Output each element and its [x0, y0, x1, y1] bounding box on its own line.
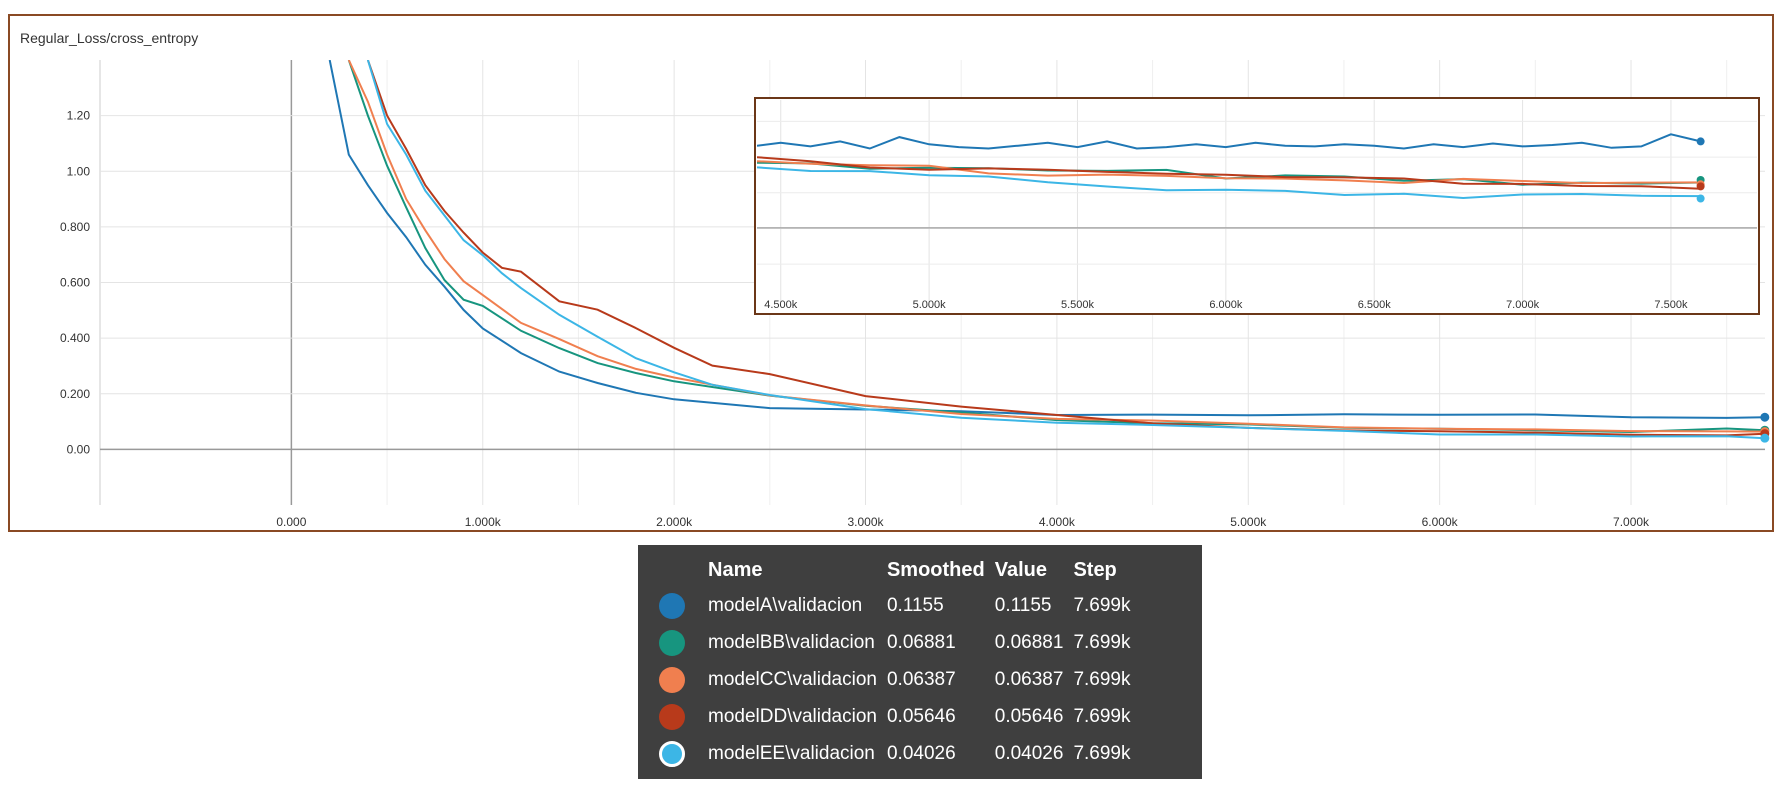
x-tick-label: 5.000k	[1230, 515, 1267, 529]
legend-row-value: 0.06881	[995, 624, 1074, 661]
legend-table: Name Smoothed Value Step modelA\validaci…	[638, 545, 1202, 779]
inset-x-tick-label: 4.500k	[764, 299, 798, 311]
legend-row-name: modelEE\validacion	[708, 735, 887, 772]
legend-body: modelA\validacion 0.1155 0.1155 7.699k m…	[646, 587, 1140, 772]
y-tick-label: 0.600	[60, 276, 90, 290]
inset-x-tick-label: 5.000k	[913, 299, 947, 311]
y-tick-label: 0.00	[67, 442, 91, 456]
x-tick-label: 6.000k	[1422, 515, 1459, 529]
legend-header-row: Name Smoothed Value Step	[646, 553, 1140, 587]
legend-row-name: modelBB\validacion	[708, 624, 887, 661]
inset-x-tick-label: 7.000k	[1506, 299, 1540, 311]
legend-row-step: 7.699k	[1073, 661, 1140, 698]
legend-row-name: modelA\validacion	[708, 587, 887, 624]
legend-row-smoothed: 0.05646	[887, 698, 995, 735]
legend-row-value: 0.06387	[995, 661, 1074, 698]
series-end-point	[1760, 434, 1769, 443]
inset-series-end-point	[1697, 195, 1705, 203]
legend-row[interactable]: modelA\validacion 0.1155 0.1155 7.699k	[646, 587, 1140, 624]
legend-header-step: Step	[1073, 553, 1140, 587]
legend-header-dot	[646, 553, 708, 587]
legend-header-name: Name	[708, 553, 887, 587]
x-tick-label: 2.000k	[656, 515, 693, 529]
legend-row[interactable]: modelCC\validacion 0.06387 0.06387 7.699…	[646, 661, 1140, 698]
chart-svg: 0.000 1.000k 2.000k 3.000k 4.000k 5.000k 6.000…	[0, 0, 1784, 540]
legend-row-smoothed: 0.06387	[887, 661, 995, 698]
x-tick-label: 3.000k	[848, 515, 885, 529]
legend-row-step: 7.699k	[1073, 735, 1140, 772]
legend-header-value: Value	[995, 553, 1074, 587]
series-dot-icon	[659, 593, 685, 619]
series-dot-icon	[659, 630, 685, 656]
legend-row[interactable]: modelBB\validacion 0.06881 0.06881 7.699…	[646, 624, 1140, 661]
legend-row-smoothed: 0.04026	[887, 735, 995, 772]
legend-row-step: 7.699k	[1073, 698, 1140, 735]
inset-x-tick-label: 5.500k	[1061, 299, 1095, 311]
x-tick-label: 1.000k	[465, 515, 502, 529]
legend-row-value: 0.1155	[995, 587, 1074, 624]
inset-x-tick-label: 6.500k	[1358, 299, 1392, 311]
legend-row-smoothed: 0.1155	[887, 587, 995, 624]
legend-row-step: 7.699k	[1073, 624, 1140, 661]
series-dot-icon	[659, 741, 685, 767]
legend-row-step: 7.699k	[1073, 587, 1140, 624]
inset-frame	[755, 98, 1759, 314]
legend-row-value: 0.05646	[995, 698, 1074, 735]
inset-series-end-point	[1697, 182, 1705, 190]
legend-row-name: modelCC\validacion	[708, 661, 887, 698]
legend-header-smoothed: Smoothed	[887, 553, 995, 587]
legend-row[interactable]: modelDD\validacion 0.05646 0.05646 7.699…	[646, 698, 1140, 735]
series-dot-icon	[659, 704, 685, 730]
legend-row-value: 0.04026	[995, 735, 1074, 772]
y-tick-label: 0.400	[60, 331, 90, 345]
inset-series-end-point	[1697, 137, 1705, 145]
y-tick-label: 1.00	[67, 164, 91, 178]
legend-row[interactable]: modelEE\validacion 0.04026 0.04026 7.699…	[646, 735, 1140, 772]
y-tick-label: 0.800	[60, 220, 90, 234]
y-tick-label: 0.200	[60, 387, 90, 401]
x-tick-label: 0.000	[276, 515, 306, 529]
x-tick-label: 4.000k	[1039, 515, 1076, 529]
series-dot-icon	[659, 667, 685, 693]
x-tick-label: 7.000k	[1613, 515, 1650, 529]
inset-x-tick-label: 6.000k	[1209, 299, 1243, 311]
legend-row-name: modelDD\validacion	[708, 698, 887, 735]
series-end-point	[1760, 413, 1769, 422]
y-tick-label: 1.20	[67, 109, 91, 123]
inset-x-tick-label: 7.500k	[1654, 299, 1688, 311]
legend-row-smoothed: 0.06881	[887, 624, 995, 661]
